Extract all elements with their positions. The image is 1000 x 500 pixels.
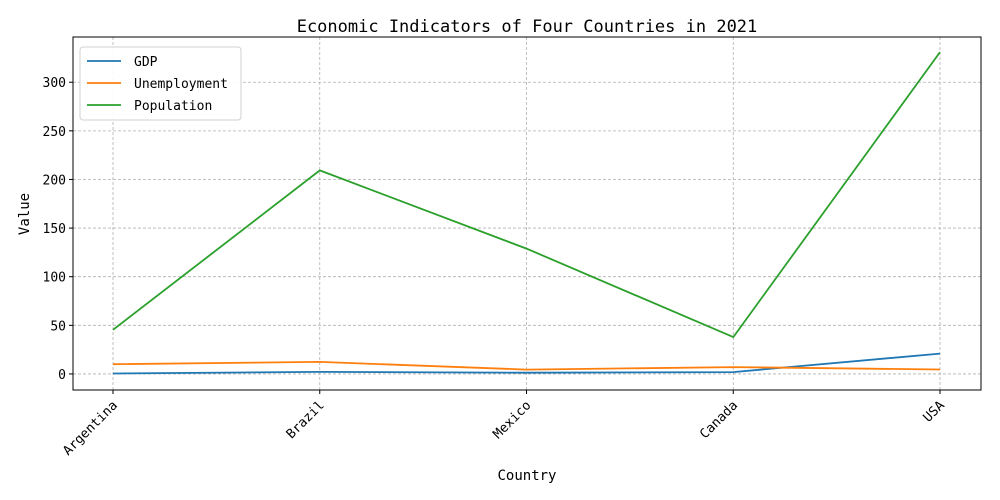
legend-label-unemployment: Unemployment bbox=[134, 77, 228, 92]
y-tick-label: 300 bbox=[43, 76, 66, 91]
y-tick-label: 250 bbox=[43, 125, 66, 140]
y-tick-label: 0 bbox=[58, 368, 66, 383]
legend-box bbox=[79, 46, 242, 121]
y-tick-label: 50 bbox=[50, 319, 66, 334]
y-tick-label: 150 bbox=[43, 222, 66, 237]
x-tick-label: Canada bbox=[697, 398, 741, 442]
legend: GDP Unemployment Population bbox=[79, 46, 242, 121]
y-axis: 0 50 100 150 200 250 300 bbox=[43, 76, 73, 383]
y-tick-label: 100 bbox=[43, 271, 66, 286]
legend-label-population: Population bbox=[134, 99, 212, 114]
grid bbox=[73, 37, 981, 390]
series-line-population bbox=[112, 51, 941, 339]
x-axis-label: Country bbox=[497, 468, 556, 484]
x-tick-label: Brazil bbox=[284, 398, 328, 442]
legend-label-gdp: GDP bbox=[134, 55, 158, 70]
x-tick-label: Argentina bbox=[60, 398, 120, 458]
y-axis-label: Value bbox=[17, 193, 33, 235]
y-tick-label: 200 bbox=[43, 173, 66, 188]
series-line-unemployment bbox=[112, 360, 941, 371]
x-axis: Argentina Brazil Mexico Canada USA bbox=[60, 390, 948, 459]
series-line-gdp bbox=[112, 352, 941, 375]
x-tick-label: USA bbox=[921, 398, 948, 425]
x-tick-label: Mexico bbox=[491, 398, 535, 442]
chart-title: Economic Indicators of Four Countries in… bbox=[297, 17, 758, 37]
series-layer bbox=[112, 51, 941, 375]
